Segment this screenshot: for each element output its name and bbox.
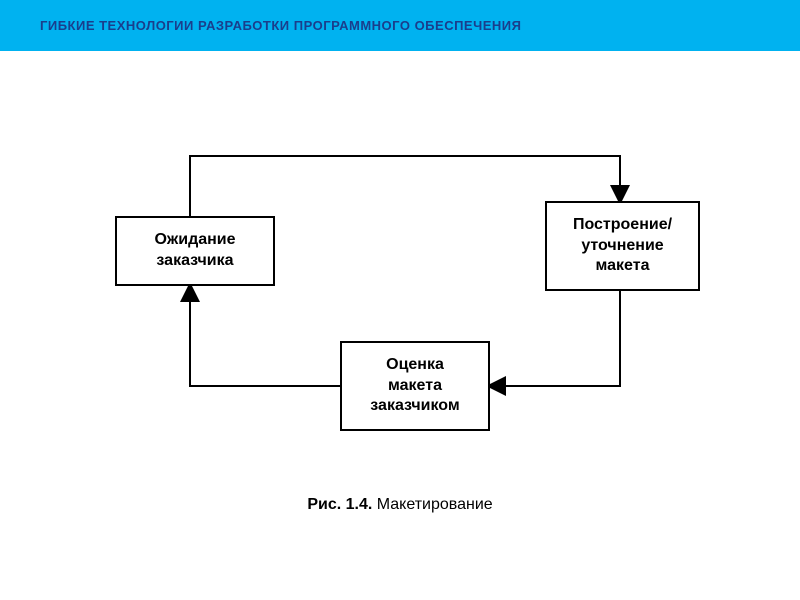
flowchart-edge [190,286,340,386]
header-banner: ГИБКИЕ ТЕХНОЛОГИИ РАЗРАБОТКИ ПРОГРАММНОГ… [0,0,800,51]
flowchart-edge [490,291,620,386]
diagram-edges [0,51,800,531]
figure-label: Рис. 1.4. [307,496,372,513]
flowchart-node: Построение/уточнениемакета [545,201,700,291]
figure-caption-text: Макетирование [377,496,493,513]
flowchart-node: Оценкамакетазаказчиком [340,341,490,431]
header-title: ГИБКИЕ ТЕХНОЛОГИИ РАЗРАБОТКИ ПРОГРАММНОГ… [40,18,760,33]
flowchart-node: Ожиданиезаказчика [115,216,275,286]
figure-caption: Рис. 1.4. Макетирование [0,496,800,514]
diagram: Ожиданиезаказчика Построение/уточнениемак… [0,51,800,531]
